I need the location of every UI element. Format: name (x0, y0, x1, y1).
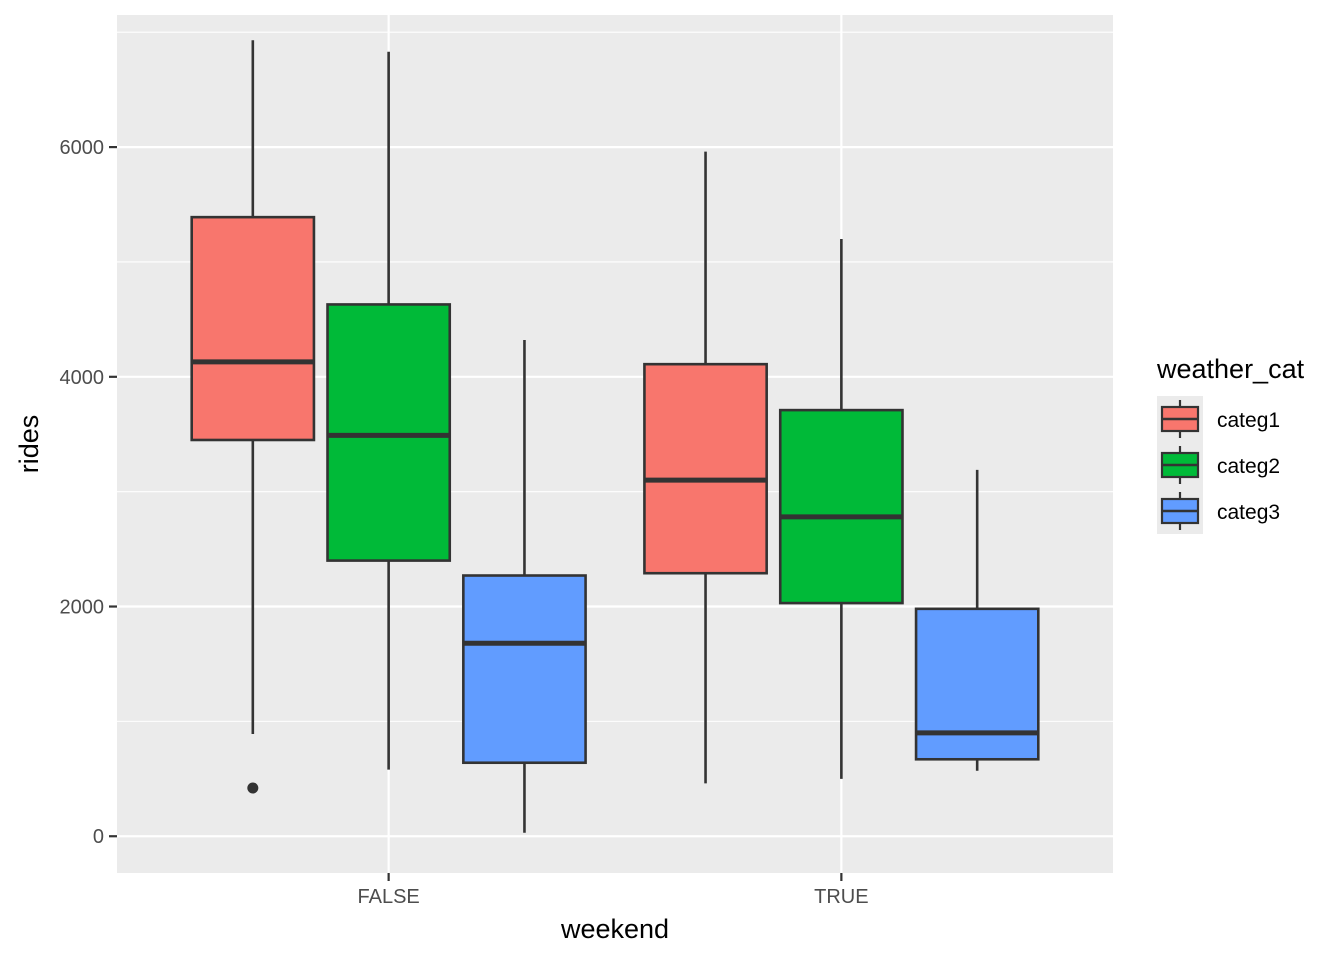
box-body (462, 574, 587, 765)
legend-item-categ1: categ1 (1160, 400, 1280, 438)
legend-label: categ2 (1217, 455, 1280, 478)
box-categ2-FALSE (326, 51, 452, 770)
box-categ2-TRUE (778, 238, 904, 779)
y-tick-label: 2000 (60, 597, 105, 619)
box-body (326, 303, 452, 562)
box-categ3-TRUE (914, 469, 1040, 771)
y-axis: 0 2000 4000 6000 (60, 137, 117, 848)
box-categ1-TRUE (643, 151, 768, 784)
box-categ3-FALSE (462, 340, 587, 833)
outlier-point (247, 782, 259, 794)
y-tick-label: 6000 (60, 137, 105, 159)
box-body (914, 607, 1040, 761)
legend-label: categ3 (1217, 501, 1280, 524)
x-axis: FALSE TRUE (358, 873, 869, 908)
y-tick-label: 4000 (60, 367, 105, 389)
x-axis-title: weekend (560, 914, 669, 944)
y-tick-label: 0 (93, 826, 104, 848)
x-tick-label: FALSE (358, 886, 420, 908)
box-body (190, 215, 316, 442)
legend-label: categ1 (1217, 409, 1280, 432)
legend-title: weather_cat (1156, 354, 1305, 384)
box-body (778, 408, 904, 605)
x-tick-label: TRUE (814, 886, 868, 908)
legend-item-categ3: categ3 (1160, 492, 1280, 530)
y-axis-title: rides (14, 415, 44, 474)
legend-item-categ2: categ2 (1160, 446, 1280, 484)
boxes (190, 40, 1040, 833)
box-body (643, 362, 768, 575)
legend: weather_cat categ1 categ2 categ3 (1156, 354, 1305, 534)
box-categ1-FALSE (190, 40, 316, 794)
